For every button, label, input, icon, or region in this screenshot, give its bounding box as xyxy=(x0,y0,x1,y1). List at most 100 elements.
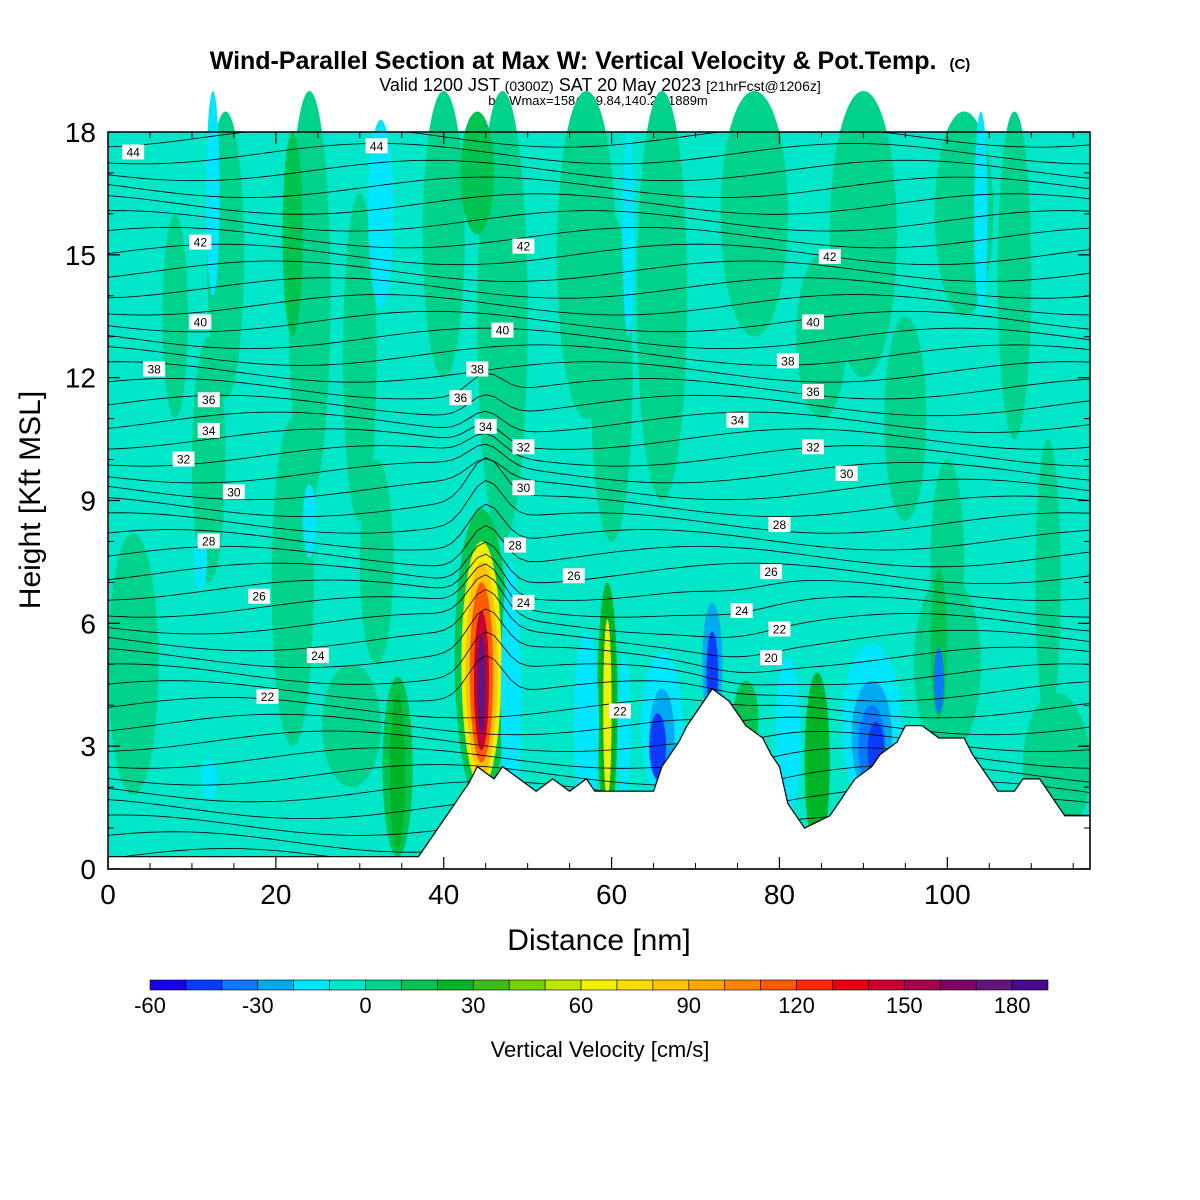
theta-contour xyxy=(107,159,1091,182)
contour-label-text: 38 xyxy=(147,362,161,376)
colorbar-swatch xyxy=(868,979,905,991)
colorbar-swatch xyxy=(688,979,726,991)
downdraft-streak xyxy=(200,758,218,800)
contour-label-box xyxy=(256,689,279,705)
contour-label-text: 22 xyxy=(613,704,627,718)
contour-label-box xyxy=(512,238,535,254)
contour-label: 34 xyxy=(474,418,497,434)
downdraft-streak xyxy=(368,119,394,309)
contour-label-box xyxy=(512,480,535,496)
theta-contour xyxy=(107,294,1091,316)
contour-label-text: 30 xyxy=(517,481,531,495)
x-tick-label: 20 xyxy=(260,879,291,910)
theta-contour xyxy=(107,361,1091,383)
colorbar-tick-label: 120 xyxy=(778,993,815,1018)
contour-label-text: 24 xyxy=(517,596,531,610)
theta-contour xyxy=(107,243,1091,266)
contour-label-text: 22 xyxy=(773,622,787,636)
contour-label-box xyxy=(802,383,825,399)
theta-contour xyxy=(107,503,1091,551)
colorbar-swatch xyxy=(1011,979,1049,991)
updraft-streak xyxy=(636,91,688,501)
contour-label-box xyxy=(306,648,329,664)
colorbar-swatch xyxy=(401,979,438,991)
updraft-streak xyxy=(829,91,897,378)
contour-label: 26 xyxy=(760,564,783,580)
contour-label-text: 28 xyxy=(773,518,787,532)
theta-contour xyxy=(107,410,1091,433)
x-tick-label: 60 xyxy=(596,879,627,910)
contour-label: 36 xyxy=(449,390,472,406)
contour-label-text: 34 xyxy=(731,414,745,428)
colorbar: -60 -30 0 30 60 90 120 150 180 xyxy=(134,979,1049,1018)
colorbar-swatch xyxy=(293,979,330,991)
colorbar-swatch xyxy=(365,979,402,991)
y-tick-label: 6 xyxy=(80,608,96,639)
terrain-profile xyxy=(107,687,1091,870)
contour-label: 34 xyxy=(197,422,220,438)
theta-contour xyxy=(107,372,1091,400)
contour-label-box xyxy=(802,314,825,330)
updraft-streak xyxy=(884,316,927,521)
contour-label-text: 42 xyxy=(517,240,531,254)
theta-contour xyxy=(107,226,1091,249)
title-block: Wind-Parallel Section at Max W: Vertical… xyxy=(210,47,971,108)
contour-label-box xyxy=(835,465,858,481)
contour-label-text: 20 xyxy=(764,651,778,665)
contour-label: 30 xyxy=(222,484,245,500)
contour-label-text: 24 xyxy=(311,649,325,663)
contour-label-text: 26 xyxy=(252,590,266,604)
contour-label-box xyxy=(608,703,631,719)
colorbar-swatch xyxy=(616,979,654,991)
contour-label: 26 xyxy=(562,568,585,584)
theta-contour xyxy=(107,327,1091,350)
contour-label-text: 40 xyxy=(806,315,820,329)
updraft-core xyxy=(460,111,495,235)
contour-label-text: 26 xyxy=(764,565,778,579)
contour-label-box xyxy=(189,234,212,250)
contour-label-box xyxy=(143,361,166,377)
theta-contour xyxy=(107,344,1091,366)
x-tick-label: 100 xyxy=(924,879,971,910)
colorbar-swatch xyxy=(904,979,941,991)
downdraft-core xyxy=(649,713,667,779)
contour-label: 30 xyxy=(835,465,858,481)
colorbar-swatch xyxy=(437,979,474,991)
colorbar-tick-label: 60 xyxy=(569,993,593,1018)
contour-label-box xyxy=(222,484,245,500)
contour-label-text: 34 xyxy=(479,420,493,434)
contour-label-box xyxy=(768,621,791,637)
theta-contour xyxy=(107,457,1091,517)
updraft-core xyxy=(282,132,303,337)
terrain-mask xyxy=(107,687,1091,870)
contour-label: 36 xyxy=(197,392,220,408)
contour-label-text: 44 xyxy=(126,145,140,159)
contour-label: 30 xyxy=(512,480,535,496)
colorbar-tick-label: 30 xyxy=(461,993,485,1018)
contour-label-text: 32 xyxy=(517,440,531,454)
colorbar-swatch xyxy=(939,979,977,991)
contour-label-box xyxy=(197,422,220,438)
colorbar-swatch xyxy=(544,979,582,991)
theta-contour xyxy=(107,480,1091,534)
contour-label-text: 42 xyxy=(194,236,208,250)
x-tick-label: 80 xyxy=(764,879,795,910)
contour-label-text: 36 xyxy=(202,393,216,407)
y-axis-label: Height [Kft MSL] xyxy=(14,391,47,609)
contour-label: 28 xyxy=(197,533,220,549)
downdraft-streak xyxy=(206,91,220,296)
colorbar-label: Vertical Velocity [cm/s] xyxy=(491,1037,710,1062)
updraft-streak xyxy=(1035,439,1061,726)
contour-label-box xyxy=(760,650,783,666)
colorbar-tick-label: 150 xyxy=(886,993,923,1018)
contour-label-text: 40 xyxy=(496,324,510,338)
contour-label-box xyxy=(768,517,791,533)
contour-label: 20 xyxy=(760,650,783,666)
contour-label: 40 xyxy=(189,314,212,330)
contour-label-box xyxy=(474,418,497,434)
theta-contour xyxy=(107,541,1091,584)
contour-label: 22 xyxy=(256,689,279,705)
